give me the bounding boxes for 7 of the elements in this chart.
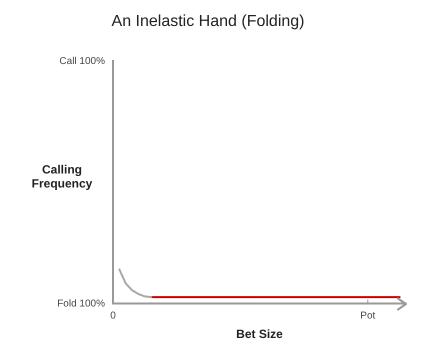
x-tick-label: Pot — [360, 310, 376, 322]
chart-title: An Inelastic Hand (Folding) — [112, 13, 304, 30]
x-axis-title: Bet Size — [236, 327, 284, 342]
y-axis-title: Calling Frequency — [32, 162, 93, 191]
x-tick-label: 0 — [110, 310, 116, 322]
text: Call 100% — [59, 56, 106, 67]
text: Fold 100% — [57, 298, 106, 310]
